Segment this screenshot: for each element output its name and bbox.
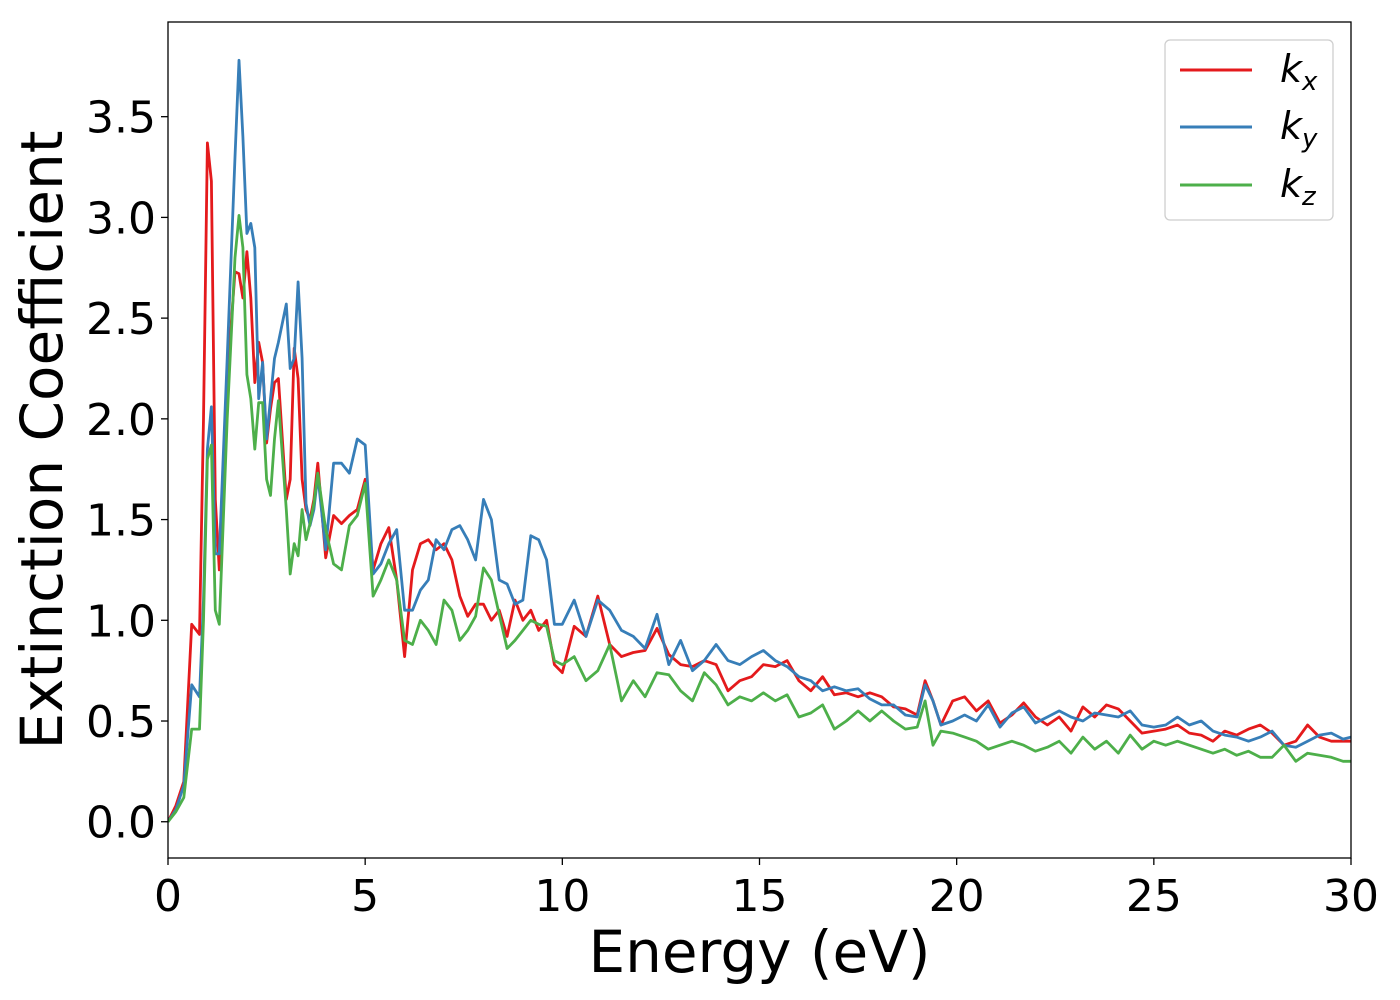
- x-tick-label: 30: [1323, 871, 1379, 922]
- y-tick-label: 0.0: [86, 798, 156, 849]
- legend: kx ky kz: [1164, 39, 1334, 221]
- legend-label-kx: k: [1280, 47, 1304, 91]
- x-tick-label: 15: [732, 871, 788, 922]
- y-axis: 0.0 0.5 1.0 1.5 2.0 2.5 3.0 3.5: [86, 93, 168, 849]
- series-layer: [168, 58, 1351, 823]
- svg-text:kx: kx: [1280, 47, 1318, 97]
- svg-text:kz: kz: [1280, 162, 1317, 212]
- legend-label-ky: k: [1280, 104, 1304, 148]
- series-line-kz: [168, 213, 1351, 823]
- x-tick-label: 0: [154, 871, 182, 922]
- x-tick-label: 5: [351, 871, 379, 922]
- legend-label-kz: k: [1280, 162, 1304, 206]
- y-tick-label: 3.5: [86, 93, 156, 144]
- legend-sub-kx: x: [1301, 67, 1318, 97]
- legend-sub-kz: z: [1301, 182, 1317, 212]
- x-axis-label: Energy (eV): [588, 918, 930, 986]
- y-axis-label: Extinction Coefficient: [8, 131, 76, 750]
- y-tick-label: 2.0: [86, 395, 156, 446]
- y-tick-label: 0.5: [86, 697, 156, 748]
- x-tick-label: 25: [1126, 871, 1182, 922]
- x-tick-label: 20: [929, 871, 985, 922]
- y-tick-label: 2.5: [86, 294, 156, 345]
- y-tick-label: 1.5: [86, 496, 156, 547]
- y-tick-label: 3.0: [86, 193, 156, 244]
- svg-text:ky: ky: [1280, 104, 1318, 154]
- y-tick-label: 1.0: [86, 596, 156, 647]
- legend-item-ky: ky: [1180, 104, 1318, 154]
- legend-item-kz: kz: [1180, 162, 1317, 212]
- legend-item-kx: kx: [1180, 47, 1318, 97]
- x-tick-label: 10: [534, 871, 590, 922]
- series-line-ky: [168, 58, 1351, 823]
- legend-sub-ky: y: [1301, 124, 1318, 154]
- plot-background: [168, 22, 1351, 858]
- legend-box: [1164, 39, 1334, 221]
- x-axis: 0 5 10 15 20 25 30: [154, 858, 1379, 922]
